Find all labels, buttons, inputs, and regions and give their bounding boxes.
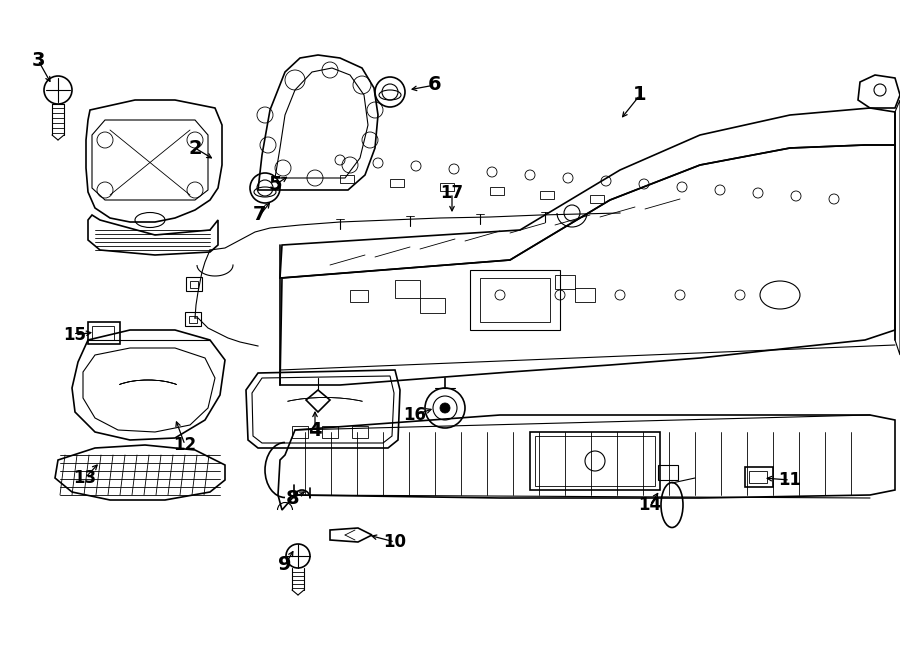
Text: 10: 10 xyxy=(383,533,407,551)
Bar xyxy=(440,183,454,191)
Text: 13: 13 xyxy=(74,469,96,487)
Text: 1: 1 xyxy=(634,85,647,104)
Bar xyxy=(420,298,445,313)
Bar xyxy=(190,281,198,288)
Text: 11: 11 xyxy=(778,471,802,489)
Text: 3: 3 xyxy=(32,50,45,69)
Text: 15: 15 xyxy=(64,326,86,344)
Text: 17: 17 xyxy=(440,184,464,202)
Bar xyxy=(395,280,420,298)
Text: 9: 9 xyxy=(278,555,292,574)
Bar xyxy=(470,270,560,330)
Text: 6: 6 xyxy=(428,75,442,95)
Bar xyxy=(322,426,338,438)
Bar xyxy=(92,326,114,340)
Bar xyxy=(352,426,368,438)
Circle shape xyxy=(440,403,450,413)
Text: 12: 12 xyxy=(174,436,196,454)
Bar xyxy=(658,465,678,480)
Text: 7: 7 xyxy=(253,206,266,225)
Text: 14: 14 xyxy=(638,496,662,514)
Bar xyxy=(185,312,201,326)
Bar xyxy=(88,322,120,344)
Text: 2: 2 xyxy=(188,139,202,157)
Bar xyxy=(292,426,308,438)
Bar xyxy=(189,316,197,323)
Bar xyxy=(749,471,767,483)
Text: 8: 8 xyxy=(286,488,300,508)
Text: 5: 5 xyxy=(268,176,282,194)
Bar xyxy=(350,290,368,302)
Bar xyxy=(745,467,773,487)
Bar xyxy=(535,436,655,486)
Bar xyxy=(340,175,354,183)
Bar xyxy=(186,277,202,291)
Bar xyxy=(480,278,550,322)
Bar xyxy=(555,275,575,289)
Bar xyxy=(390,179,404,187)
Bar xyxy=(575,288,595,302)
Text: 4: 4 xyxy=(308,420,322,440)
Bar xyxy=(530,432,660,490)
Bar xyxy=(490,187,504,195)
Bar xyxy=(590,195,604,203)
Text: 16: 16 xyxy=(403,406,427,424)
Bar xyxy=(540,191,554,199)
